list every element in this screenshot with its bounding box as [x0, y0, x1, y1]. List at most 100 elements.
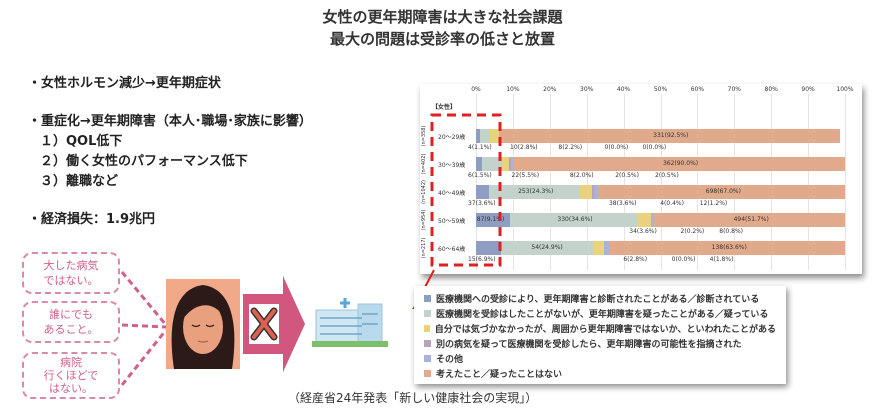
legend-item: 考えたこと／疑ったことはない [424, 366, 776, 381]
data-label: 8(0.8%) [719, 228, 744, 235]
data-label: 330(34.6%) [557, 216, 593, 223]
x-tick-label: 60% [690, 86, 705, 93]
gridline [845, 94, 846, 270]
data-label: 6(2.8%) [623, 256, 648, 263]
data-label: 15(6.9%) [468, 256, 496, 263]
bar-segment [592, 185, 594, 199]
gridline [549, 94, 551, 270]
bar-segment [598, 185, 846, 199]
bullet-economic-loss: ・経済損失：1.9兆円 [28, 212, 156, 227]
data-label: 0(0.0%) [642, 144, 667, 151]
data-label: 8(2.0%) [569, 172, 594, 179]
bar-segment [578, 185, 593, 199]
bar-segment [650, 213, 652, 227]
legend-swatch [424, 310, 431, 317]
bar-segment [481, 157, 502, 171]
chart-legend: 医療機関への受診により、更年期障害と診断されたことがある／診断されている 医療機関… [414, 286, 786, 384]
x-tick-label: 40% [616, 86, 631, 93]
gridline [808, 94, 810, 270]
data-label: 331(92.5%) [653, 132, 689, 139]
data-label: 0(0.0%) [671, 256, 696, 263]
gridline [771, 94, 773, 270]
legend-swatch [424, 355, 431, 362]
bar-segment [498, 129, 840, 143]
bar-segment [509, 213, 638, 227]
data-label: 10(2.8%) [510, 144, 538, 151]
data-label: 12(1.2%) [699, 200, 728, 207]
gridline [623, 94, 625, 270]
bar-segment [509, 157, 512, 171]
bullet-performance: ２）働く女性のパフォーマンス低下 [40, 154, 248, 169]
legend-swatch [424, 295, 431, 302]
data-label: 38(3.6%) [608, 200, 637, 207]
bullet-resign: ３）離職など [40, 174, 119, 189]
row-label: 20～29歳 [438, 134, 466, 141]
legend-item: 自分では気づかなかったが、周囲から更年期障害ではないか、といわれたことがある [424, 321, 776, 336]
data-label: 253(24.3%) [518, 188, 554, 195]
legend-swatch [424, 325, 430, 332]
slide-title-line2: 最大の問題は受診率の低さと放置 [329, 30, 555, 48]
data-label: 54(24.9%) [531, 244, 563, 251]
bar-segment [501, 157, 510, 171]
row-label: 40～49歳 [438, 190, 466, 197]
bar-segment [476, 241, 502, 255]
bar-segment [603, 241, 611, 255]
legend-label: 医療機関への受診により、更年期障害と診断されたことがある／診断されている [436, 295, 760, 305]
gridline [697, 94, 699, 270]
gridline [512, 94, 514, 270]
slide-title-line1: 女性の更年期障害は大きな社会課題 [322, 8, 563, 26]
legend-label: 自分では気づかなかったが、周囲から更年期障害ではないか、といわれたことがある [434, 325, 776, 335]
bar-segment [476, 157, 482, 171]
legend-swatch [424, 340, 431, 347]
x-tick-label: 10% [506, 86, 520, 93]
gridline [586, 94, 588, 270]
x-tick-label: 80% [764, 86, 778, 93]
bar-segment [593, 185, 599, 199]
data-label: 0(0.0%) [604, 144, 629, 151]
legend-item: 別の病気を疑って医療機関を受診したら、更年期障害の可能性を指摘された [424, 336, 776, 351]
bar-segment [490, 129, 499, 143]
data-label: 37(3.6%) [468, 200, 496, 207]
x-tick-label: 0% [471, 86, 481, 93]
data-label: 698(67.0%) [705, 188, 741, 195]
bullet-qol: １）QOL低下 [40, 134, 123, 149]
row-label: 60～64歳 [438, 246, 466, 253]
data-label: 138(63.6%) [711, 244, 747, 251]
legend-label: 別の病気を疑って医療機関を受診したら、更年期障害の可能性を指摘された [436, 340, 742, 350]
data-label: 362(90.0%) [662, 160, 699, 167]
bar-segment [476, 185, 490, 199]
bar-segment [651, 213, 655, 227]
bullet-severity: ・重症化→更年期障害（本人･職場･家族に影響） [28, 114, 312, 129]
x-tick-label: 100% [836, 86, 854, 93]
bullet-hormone: ・女性ホルモン減少→更年期症状 [28, 76, 221, 91]
bar-segment [610, 241, 845, 255]
legend-item: 医療機関への受診により、更年期障害と診断されたことがある／診断されている [424, 291, 776, 306]
survey-chart: 0% 10% 20% 30% 40% 50% 60% 70% 80% 90% 100% 【女性】 20～… [420, 84, 862, 274]
thought-bubble: 病院 行くほどで はない。 [22, 352, 120, 399]
bar-segment [654, 213, 845, 227]
legend-swatch [424, 370, 431, 377]
x-tick-label: 20% [543, 86, 557, 93]
legend-label: その他 [436, 355, 464, 365]
gridline [660, 94, 662, 270]
legend-item: その他 [424, 351, 776, 366]
x-tick-label: 70% [727, 86, 741, 93]
data-label: 2(0.5%) [615, 172, 639, 179]
dashed-connectors [120, 271, 168, 386]
row-label: 30～39歳 [438, 162, 466, 169]
row-label: 50～59歳 [438, 218, 466, 225]
gridline [734, 94, 736, 270]
thought-bubble: 誰にでも あること。 [22, 301, 120, 343]
hospital-icon [312, 298, 388, 347]
data-label: 494(51.7%) [733, 216, 769, 223]
data-label: 34(3.6%) [629, 228, 657, 235]
source-footnote: （経産省24年発表「新しい健康社会の実現」） [288, 391, 538, 405]
red-highlight-overlay [411, 113, 784, 309]
woman-face-icon [166, 279, 240, 369]
bar-segment [489, 185, 579, 199]
legend-label: 医療機関を受診はしたことがないが、更年期障害を疑ったことがある／疑っている [436, 310, 769, 320]
bar-segment [512, 157, 845, 171]
data-label: 2(0.2%) [680, 228, 705, 235]
data-label: 4(1.8%) [709, 256, 734, 263]
x-tick-label: 50% [653, 86, 668, 93]
